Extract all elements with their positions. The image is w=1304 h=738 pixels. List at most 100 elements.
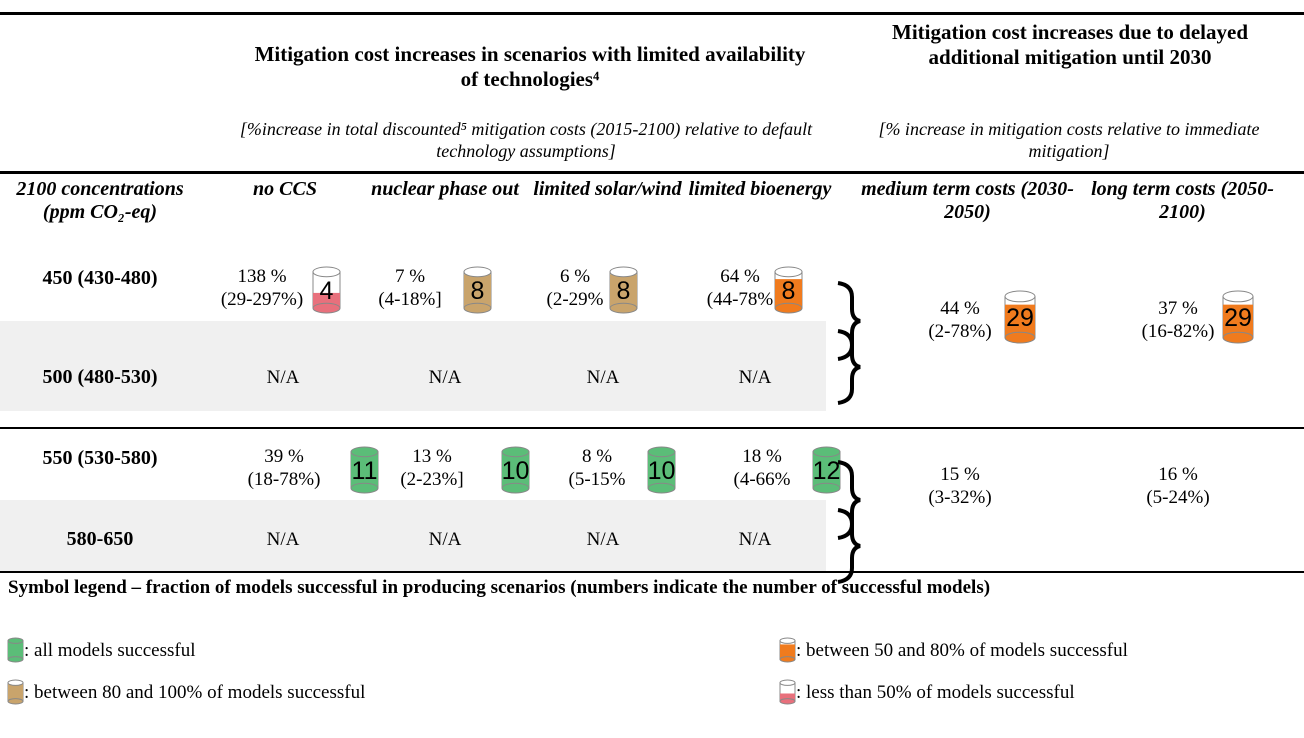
model-count: 12 <box>813 457 841 485</box>
cylinder-fill <box>648 451 675 489</box>
column-header: 2100 concentrations (ppm CO₂-eq) <box>16 178 184 223</box>
group-subtitle: [% increase in mitigation costs relative… <box>878 119 1260 161</box>
cell-value: 39 % <box>264 446 304 467</box>
row-label: 550 (530-580) <box>42 447 158 469</box>
cell-value: 138 % <box>237 266 287 287</box>
cylinder-bottom <box>7 698 24 705</box>
cell-range: (16-82%) <box>1141 321 1215 342</box>
cylinder-top <box>812 446 841 458</box>
cylinder-top <box>312 266 341 278</box>
cylinder-fill <box>610 274 637 309</box>
legend-label: : less than 50% of models successful <box>796 682 1075 703</box>
model-count: 8 <box>782 277 796 305</box>
cylinder-top <box>7 679 24 686</box>
cell-value: 15 % <box>940 464 980 485</box>
row-label: 500 (480-530) <box>42 366 158 388</box>
cylinder-bottom <box>350 482 379 494</box>
header-rule <box>0 171 1304 174</box>
cylinder-fill <box>8 640 23 660</box>
legend-label: : between 50 and 80% of models successfu… <box>796 640 1128 661</box>
cylinder-fill <box>502 451 529 489</box>
model-count: 10 <box>502 457 530 485</box>
cell-range: (44-78% <box>706 289 774 310</box>
cylinder-top <box>779 679 796 686</box>
brace <box>837 508 861 584</box>
row-shade <box>0 321 826 411</box>
cylinder-bottom <box>812 482 841 494</box>
cell-range: (18-78%) <box>247 469 321 490</box>
column-header: limited bioenergy <box>688 178 832 200</box>
legend-label: : all models successful <box>24 640 196 661</box>
row-label: 450 (430-480) <box>42 267 158 289</box>
cylinder-bottom <box>463 302 492 314</box>
column-header: no CCS <box>253 178 317 200</box>
cell-range: (5-15% <box>568 469 626 490</box>
cylinder-top <box>7 637 24 644</box>
cylinder-bottom <box>779 656 796 663</box>
column-header: limited solar/wind <box>533 178 682 200</box>
cylinder-top <box>609 266 638 278</box>
group-subtitle: [%increase in total discounted⁵ mitigati… <box>239 119 813 161</box>
cylinder-bottom <box>774 302 803 314</box>
cell-range: (5-24%) <box>1146 487 1210 508</box>
cylinder-bottom <box>609 302 638 314</box>
top-rule <box>0 12 1304 15</box>
cell-range: (2-78%) <box>928 321 992 342</box>
cell-value: 6 % <box>559 266 591 287</box>
cell-range: (4-18%] <box>378 289 442 310</box>
model-count: 4 <box>320 277 334 305</box>
cell-text: N/A <box>266 529 300 550</box>
cell-value: 7 % <box>394 266 426 287</box>
row-shade <box>0 500 826 571</box>
cell-text: N/A <box>266 367 300 388</box>
column-header: medium term costs (2030-2050) <box>861 178 1074 223</box>
cell-value: 44 % <box>940 298 980 319</box>
cell-value: 37 % <box>1158 298 1198 319</box>
cylinder-top <box>1222 290 1254 303</box>
cell-text: N/A <box>586 367 620 388</box>
cylinder-bottom <box>779 698 796 705</box>
brace <box>837 460 861 540</box>
cell-text: N/A <box>738 367 772 388</box>
cylinder-fill <box>8 684 23 702</box>
cell-value: 13 % <box>412 446 452 467</box>
cylinder-top <box>647 446 676 458</box>
cell-value: 16 % <box>1158 464 1198 485</box>
cylinder-bottom <box>312 302 341 314</box>
cylinder-top <box>501 446 530 458</box>
group-title: Mitigation cost increases in scenarios w… <box>254 42 806 91</box>
model-count: 8 <box>617 277 631 305</box>
group-rule <box>0 571 1304 573</box>
model-count: 29 <box>1224 304 1252 332</box>
cylinder-top <box>350 446 379 458</box>
cylinder-bottom <box>647 482 676 494</box>
cell-text: N/A <box>738 529 772 550</box>
cylinder-top <box>774 266 803 278</box>
column-header: nuclear phase out <box>371 178 519 200</box>
brace <box>837 329 861 405</box>
cell-text: N/A <box>428 529 462 550</box>
cylinder-bottom <box>1222 331 1254 344</box>
cylinder-top <box>779 637 796 644</box>
cell-range: (29-297%) <box>220 289 304 310</box>
model-count: 10 <box>648 457 676 485</box>
legend-title: Symbol legend – fraction of models succe… <box>8 577 991 598</box>
cylinder-fill <box>351 451 378 489</box>
cylinder-fill <box>464 274 491 309</box>
cell-text: N/A <box>428 367 462 388</box>
cylinder-top <box>1004 290 1036 303</box>
row-label: 580-650 <box>66 528 134 550</box>
cylinder-fill <box>780 644 795 660</box>
model-count: 8 <box>471 277 485 305</box>
cell-value: 8 % <box>581 446 613 467</box>
column-header: long term costs (2050-2100) <box>1091 178 1274 223</box>
legend-label: : between 80 and 100% of models successf… <box>24 682 366 703</box>
cylinder-bottom <box>501 482 530 494</box>
cylinder-bottom <box>1004 331 1036 344</box>
cell-value: 18 % <box>742 446 782 467</box>
cell-range: (3-32%) <box>928 487 992 508</box>
group-title: Mitigation cost increases due to delayed… <box>892 20 1248 69</box>
cell-range: (4-66% <box>733 469 791 490</box>
